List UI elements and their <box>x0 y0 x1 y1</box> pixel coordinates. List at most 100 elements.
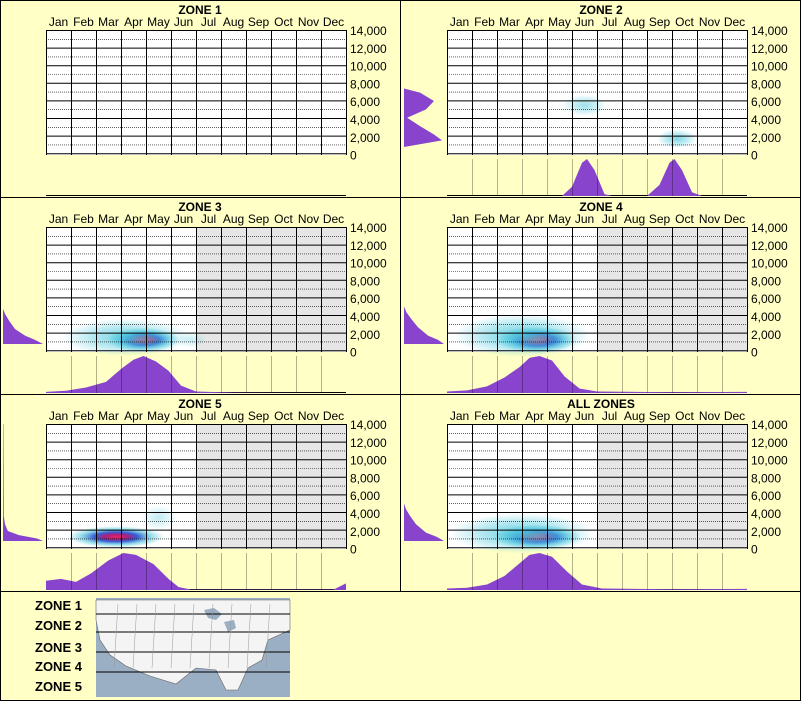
month-tick-label: Jan <box>49 212 68 226</box>
elevation-profile-area <box>3 227 43 344</box>
elevation-tick-label: 10,000 <box>350 257 387 271</box>
month-tick-label: Apr <box>525 15 544 29</box>
month-tick-label: Jan <box>49 409 68 423</box>
panel-all-zones: ALL ZONES Jan Feb Mar Apr May Jun Jul Aug Sep Oct N… <box>404 397 788 590</box>
month-tick-label: Oct <box>274 409 293 423</box>
month-tick-label: May <box>147 15 170 29</box>
map-state-border <box>189 603 195 669</box>
month-tick-label: Dec <box>323 212 344 226</box>
heat-blob <box>657 129 697 149</box>
map-state-border <box>151 603 157 669</box>
elevation-tick-label: 8,000 <box>350 274 380 288</box>
elevation-tick-label: 0 <box>350 149 357 163</box>
elevation-tick-label: 2,000 <box>751 525 781 539</box>
month-tick-label: Mar <box>499 212 520 226</box>
elevation-tick-label: 0 <box>350 543 357 557</box>
panel-title: ZONE 4 <box>579 200 623 214</box>
elevation-tick-label: 2,000 <box>350 525 380 539</box>
month-tick-label: Feb <box>73 212 94 226</box>
month-tick-label: Aug <box>624 409 645 423</box>
month-tick-label: Jan <box>450 212 469 226</box>
month-tick-label: May <box>548 409 571 423</box>
heat-blob <box>68 526 164 548</box>
elevation-tick-label: 4,000 <box>751 507 781 521</box>
elevation-tick-label: 0 <box>751 149 758 163</box>
legend-zone-4-label: ZONE 4 <box>35 659 82 674</box>
elevation-tick-label: 12,000 <box>350 436 387 450</box>
elevation-tick-label: 14,000 <box>751 418 788 432</box>
month-tick-label: Apr <box>124 409 143 423</box>
elevation-tick-label: 6,000 <box>751 95 781 109</box>
elevation-tick-label: 4,000 <box>751 113 781 127</box>
month-tick-label: Dec <box>724 15 745 29</box>
month-tick-label: Aug <box>223 409 244 423</box>
month-tick-label: Sep <box>248 409 270 423</box>
month-tick-label: Nov <box>699 15 720 29</box>
panel-title: ZONE 2 <box>579 3 623 17</box>
map-state-border <box>246 603 252 669</box>
heat-blob <box>62 318 190 357</box>
panel-title: ZONE 3 <box>178 200 222 214</box>
month-tick-label: Nov <box>298 409 319 423</box>
month-tick-label: Sep <box>248 15 270 29</box>
elevation-tick-label: 8,000 <box>350 77 380 91</box>
month-tick-label: Sep <box>649 212 671 226</box>
month-profile-area <box>447 356 747 393</box>
map-state-border <box>170 603 176 669</box>
month-tick-label: Jan <box>450 409 469 423</box>
panel-title: ALL ZONES <box>567 397 635 411</box>
month-profile-area <box>447 553 747 590</box>
month-tick-label: Jul <box>602 15 617 29</box>
month-tick-label: Jun <box>575 409 594 423</box>
map-state-border <box>132 603 138 669</box>
month-tick-label: Jan <box>49 15 68 29</box>
month-tick-label: Sep <box>649 15 671 29</box>
month-tick-label: May <box>147 409 170 423</box>
elevation-tick-label: 0 <box>350 346 357 360</box>
month-tick-label: Dec <box>323 409 344 423</box>
elevation-profile-area <box>404 424 444 541</box>
month-tick-label: Aug <box>624 15 645 29</box>
month-tick-label: Jun <box>575 212 594 226</box>
heat-blob <box>175 331 207 348</box>
month-tick-label: Apr <box>124 15 143 29</box>
panel-zone-4: ZONE 4 Jan Feb Mar Apr May Jun Jul Aug Sep Oct Nov D… <box>404 200 788 393</box>
month-tick-label: Jul <box>602 212 617 226</box>
month-tick-label: Oct <box>675 15 694 29</box>
month-tick-label: Feb <box>474 212 495 226</box>
legend-zone-1-label: ZONE 1 <box>35 598 82 613</box>
month-tick-label: Mar <box>98 409 119 423</box>
elevation-tick-label: 6,000 <box>751 489 781 503</box>
elevation-tick-label: 12,000 <box>751 42 788 56</box>
elevation-tick-label: 14,000 <box>350 24 387 38</box>
elevation-tick-label: 8,000 <box>350 471 380 485</box>
elevation-tick-label: 12,000 <box>350 42 387 56</box>
elevation-tick-label: 10,000 <box>751 454 788 468</box>
elevation-tick-label: 2,000 <box>350 328 380 342</box>
month-tick-label: Mar <box>98 15 119 29</box>
month-profile-area <box>447 159 747 196</box>
month-tick-label: May <box>548 15 571 29</box>
panel-zone-1: ZONE 1 Jan Feb Mar Apr May Jun Jul Aug Sep Oct Nov D… <box>46 3 387 196</box>
elevation-tick-label: 4,000 <box>350 113 380 127</box>
month-tick-label: Mar <box>499 15 520 29</box>
month-tick-label: Feb <box>73 15 94 29</box>
elevation-tick-label: 6,000 <box>350 489 380 503</box>
month-tick-label: Apr <box>525 409 544 423</box>
month-tick-label: Sep <box>649 409 671 423</box>
elevation-tick-label: 14,000 <box>751 24 788 38</box>
month-tick-label: Feb <box>474 409 495 423</box>
month-tick-label: May <box>548 212 571 226</box>
map-state-border <box>227 603 233 669</box>
panel-zone-5: ZONE 5 Jan Feb Mar Apr May Jun Jul Aug Sep Oct Nov D… <box>3 397 387 590</box>
elevation-tick-label: 10,000 <box>751 60 788 74</box>
elevation-tick-label: 4,000 <box>350 507 380 521</box>
legend-zone-2-label: ZONE 2 <box>35 618 82 633</box>
map-land <box>95 599 291 691</box>
elevation-tick-label: 10,000 <box>350 60 387 74</box>
month-tick-label: Oct <box>274 212 293 226</box>
elevation-tick-label: 12,000 <box>350 239 387 253</box>
month-tick-label: Jul <box>201 15 216 29</box>
elevation-tick-label: 8,000 <box>751 274 781 288</box>
